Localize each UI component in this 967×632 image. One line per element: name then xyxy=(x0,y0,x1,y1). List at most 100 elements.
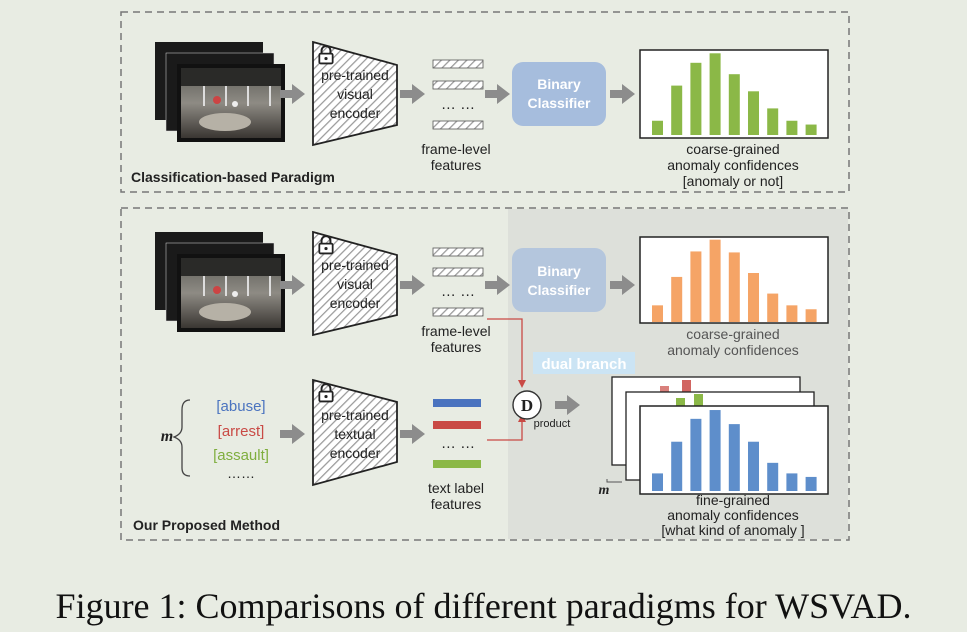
text-label-abuse: [abuse] xyxy=(216,398,265,415)
coarse-top-bar-9 xyxy=(805,124,817,135)
coarse-bottom-bar-3 xyxy=(690,251,702,322)
textual-encoder-label: pre-trained xyxy=(321,407,389,423)
product-symbol: D xyxy=(521,396,533,415)
coarse-bottom-bar-9 xyxy=(805,309,817,322)
top-output-label: anomaly confidences xyxy=(667,157,799,173)
coarse-top-bar-1 xyxy=(652,120,663,135)
flow-arrow-2 xyxy=(400,84,425,104)
top-encoder-label: encoder xyxy=(330,105,381,121)
bottom-visual-encoder-label: pre-trained xyxy=(321,257,389,273)
fine-output-label: anomaly confidences xyxy=(667,507,799,523)
flow-arrow-3 xyxy=(485,84,510,104)
fine-bar-9 xyxy=(805,476,817,491)
fine-output-label: fine-grained xyxy=(696,492,770,508)
text-feature-bars xyxy=(433,399,481,468)
coarse-bottom-bar-8 xyxy=(786,305,798,322)
top-classifier-label: Binary xyxy=(537,76,581,92)
bottom-textual-encoder xyxy=(312,378,398,487)
bottom-classifier-label: Classifier xyxy=(527,282,591,298)
coarse-bottom-bar-6 xyxy=(748,273,759,322)
bottom-coarse-output-label: anomaly confidences xyxy=(667,342,799,358)
text-label-arrest: [arrest] xyxy=(218,423,265,440)
top-frame-feature-bars xyxy=(432,59,484,130)
bottom-features-label: features xyxy=(431,339,482,355)
bottom-visual-encoder-label: encoder xyxy=(330,295,381,311)
fine-bar-8 xyxy=(786,473,798,491)
coarse-top-bar-8 xyxy=(786,120,798,135)
top-features-dots: … … xyxy=(441,96,475,113)
bottom-visual-encoder-label: visual xyxy=(337,276,373,292)
fine-bar-1 xyxy=(652,473,663,491)
bottom-frame-feature-bars xyxy=(432,247,484,317)
top-encoder-label: pre-trained xyxy=(321,67,389,83)
dual-branch-label: dual branch xyxy=(541,356,626,373)
coarse-bottom-bar-4 xyxy=(709,239,721,322)
top-video-frames xyxy=(155,42,285,142)
flow-arrow-6 xyxy=(400,275,425,295)
top-features-label: features xyxy=(431,157,482,173)
top-visual-encoder xyxy=(312,40,398,147)
flow-arrow-10 xyxy=(400,424,425,444)
text-label-assault: [assault] xyxy=(213,447,269,464)
product-label: product xyxy=(534,418,571,430)
text-label-ellipsis: …… xyxy=(227,465,255,481)
coarse-bottom-bar-1 xyxy=(652,305,663,322)
label-count-symbol: m xyxy=(161,428,173,445)
fine-output-label: [what kind of anomaly ] xyxy=(661,522,804,538)
top-output-label: [anomaly or not] xyxy=(683,173,783,189)
bottom-features-dots: … … xyxy=(441,283,475,300)
bottom-visual-encoder xyxy=(312,230,398,337)
fine-bar-3 xyxy=(690,418,702,491)
coarse-bottom-bar-5 xyxy=(728,252,740,322)
flow-arrow-7 xyxy=(485,275,510,295)
figure-caption: Figure 1: Comparisons of different parad… xyxy=(55,586,912,626)
dual-branch-tag xyxy=(533,352,635,374)
coarse-top-bar-4 xyxy=(709,53,721,135)
flow-arrow-8 xyxy=(610,275,635,295)
coarse-top-bar-6 xyxy=(748,91,759,135)
flow-arrow-4 xyxy=(610,84,635,104)
fine-chart-count-symbol: m xyxy=(599,483,610,498)
text-features-label: text label xyxy=(428,480,484,496)
fine-bar-2 xyxy=(671,441,683,491)
bottom-coarse-chart xyxy=(652,239,817,322)
fine-grained-chart xyxy=(652,410,817,491)
bottom-classifier-label: Binary xyxy=(537,263,581,279)
bottom-video-frames xyxy=(155,232,285,332)
textual-encoder-label: textual xyxy=(334,426,375,442)
coarse-top-bar-3 xyxy=(690,62,702,135)
bottom-panel-title: Our Proposed Method xyxy=(133,517,280,533)
top-binary-classifier-box xyxy=(512,62,606,126)
top-output-label: coarse-grained xyxy=(686,141,779,157)
text-features-dots: … … xyxy=(441,435,475,452)
bottom-coarse-output-label: coarse-grained xyxy=(686,326,779,342)
flow-arrow-11 xyxy=(555,395,580,415)
bottom-panel-frame xyxy=(120,207,850,541)
coarse-top-bar-5 xyxy=(728,74,740,135)
top-encoder-label: visual xyxy=(337,86,373,102)
top-classifier-label: Classifier xyxy=(527,95,591,111)
fine-bar-4 xyxy=(709,410,721,491)
text-to-product-line xyxy=(487,420,523,441)
textual-encoder-label: encoder xyxy=(330,445,381,461)
top-panel-frame xyxy=(120,11,850,193)
top-coarse-chart xyxy=(652,53,817,135)
flow-arrows xyxy=(280,84,635,444)
m-bracket xyxy=(606,479,622,483)
product-operator xyxy=(512,390,542,420)
coarse-bottom-bar-2 xyxy=(671,276,683,322)
fine-bar-5 xyxy=(728,424,740,491)
flow-arrow-5 xyxy=(280,275,305,295)
top-features-label: frame-level xyxy=(421,141,490,157)
flow-arrow-1 xyxy=(280,84,305,104)
arrowhead xyxy=(518,380,526,388)
text-features-label: features xyxy=(431,496,482,512)
fine-bar-7 xyxy=(767,462,779,491)
coarse-bottom-bar-7 xyxy=(767,293,779,322)
label-bracket xyxy=(172,399,191,477)
bottom-features-label: frame-level xyxy=(421,323,490,339)
frame-to-product-line xyxy=(487,318,523,382)
coarse-top-bar-2 xyxy=(671,85,683,135)
coarse-top-bar-7 xyxy=(767,108,779,135)
